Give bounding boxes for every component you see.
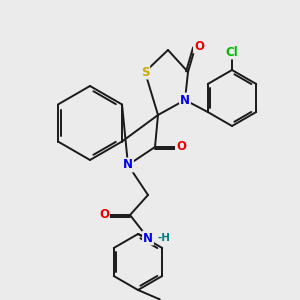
Text: Cl: Cl — [226, 46, 238, 59]
Text: S: S — [141, 65, 149, 79]
Text: -H: -H — [157, 233, 170, 243]
Text: N: N — [180, 94, 190, 106]
Text: O: O — [194, 40, 204, 52]
Text: N: N — [123, 158, 133, 172]
Text: O: O — [99, 208, 109, 221]
Text: N: N — [143, 232, 153, 244]
Text: O: O — [176, 140, 186, 154]
